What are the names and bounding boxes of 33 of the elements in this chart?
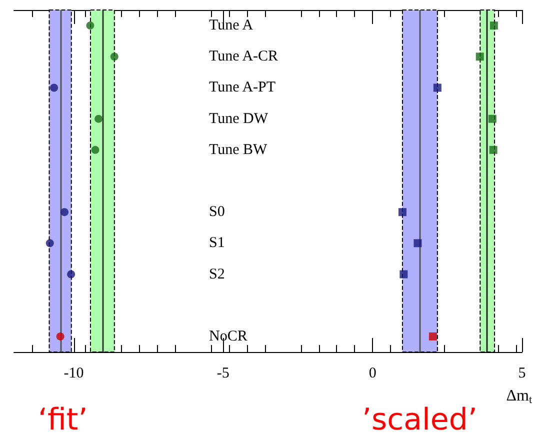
point	[414, 239, 422, 248]
x-tick-label: 0	[368, 366, 376, 382]
point	[476, 52, 484, 61]
y-tick-label: S0	[209, 204, 225, 220]
x-tick-label: -5	[216, 366, 230, 382]
point	[433, 84, 442, 92]
point	[398, 208, 406, 216]
y-tick-label: Tune DW	[209, 110, 269, 127]
text: ‘fit’	[38, 402, 88, 438]
x-tick-label: -10	[64, 366, 84, 382]
point	[91, 146, 100, 154]
text: ’scaled’	[362, 402, 478, 438]
y-tick-label: S1	[209, 235, 225, 252]
point	[400, 270, 408, 278]
point	[489, 146, 498, 154]
point	[46, 239, 54, 248]
y-tick-label: Tune BW	[209, 142, 268, 158]
point	[94, 114, 103, 123]
point	[86, 22, 94, 30]
point	[110, 52, 118, 61]
y-tick-label: Tune A	[209, 18, 254, 34]
point	[50, 84, 58, 92]
y-tick-label: S2	[209, 266, 225, 282]
point	[60, 208, 68, 216]
point	[490, 22, 498, 30]
y-tick-label: NoCR	[209, 328, 248, 344]
point	[56, 332, 64, 340]
point	[67, 270, 76, 278]
point	[428, 332, 437, 340]
point	[488, 114, 496, 123]
y-tick-label: Tune A-CR	[209, 48, 278, 65]
x-tick-label: 5	[518, 366, 526, 382]
y-tick-label: Tune A-PT	[209, 80, 276, 96]
